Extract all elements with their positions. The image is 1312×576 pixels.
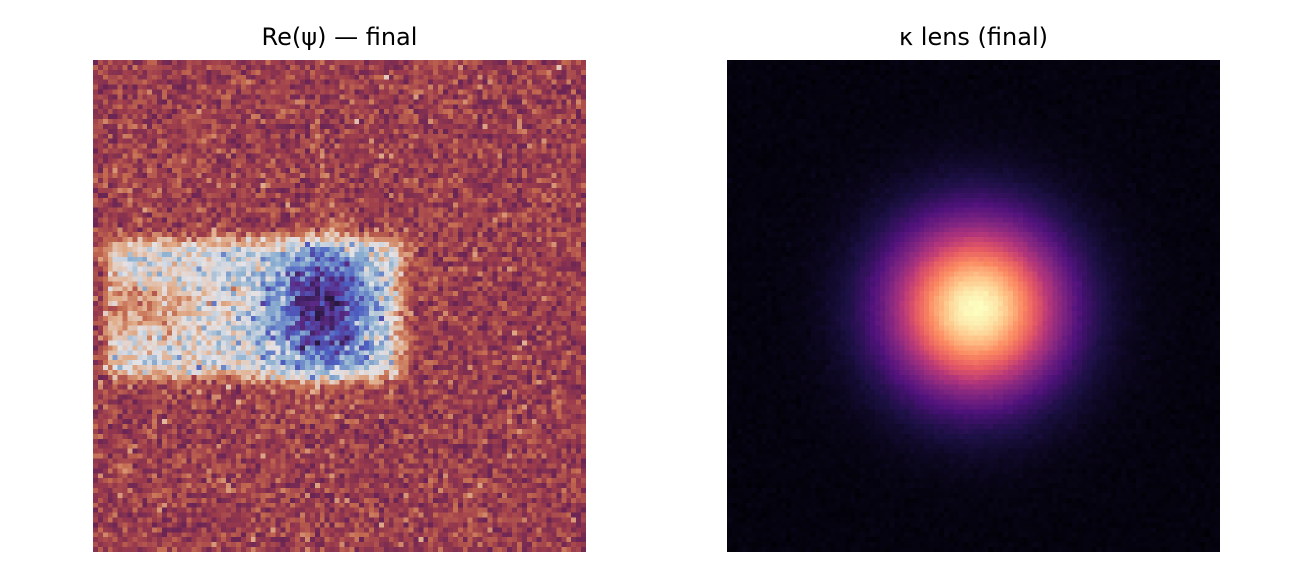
heatmap-re-psi [93, 60, 586, 552]
chart-title-kappa-lens: κ lens (final) [899, 23, 1048, 51]
heatmap-kappa-lens [727, 60, 1220, 552]
panel-re-psi: Re(ψ) — final [93, 0, 586, 576]
chart-title-re-psi: Re(ψ) — final [261, 23, 418, 51]
panel-kappa-lens: κ lens (final) [727, 0, 1220, 576]
